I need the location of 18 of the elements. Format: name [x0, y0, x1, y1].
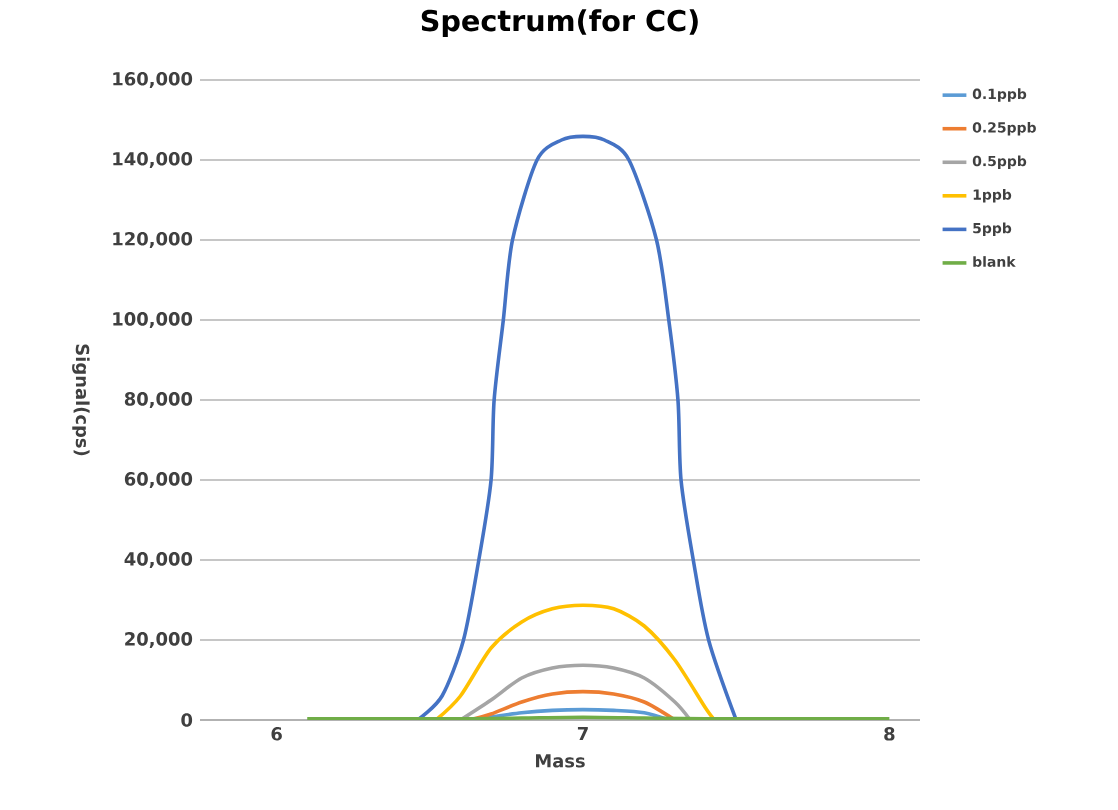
chart-title: Spectrum(for CC) — [421, 9, 698, 37]
x-tick-label: 7 — [577, 727, 588, 741]
x-axis-title: Mass — [536, 754, 585, 768]
x-tick-label: 6 — [271, 727, 282, 741]
y-tick-label: 20,000 — [125, 632, 193, 648]
y-tick-label: 160,000 — [113, 72, 193, 88]
y-tick-label: 100,000 — [113, 312, 193, 328]
line-series — [434, 603, 717, 720]
x-tick-label: 8 — [884, 727, 895, 741]
y-tick-label: 80,000 — [124, 392, 193, 408]
y-tick-label: 40,000 — [124, 552, 193, 568]
y-tick-label: 60,000 — [124, 472, 193, 488]
line-series — [458, 663, 693, 720]
line-series — [415, 134, 738, 720]
y-tick-label: 120,000 — [113, 232, 193, 248]
y-axis-title: Signal(cps) — [72, 344, 90, 456]
y-tick-label: 0 — [181, 713, 193, 727]
y-tick-label: 140,000 — [113, 152, 193, 168]
